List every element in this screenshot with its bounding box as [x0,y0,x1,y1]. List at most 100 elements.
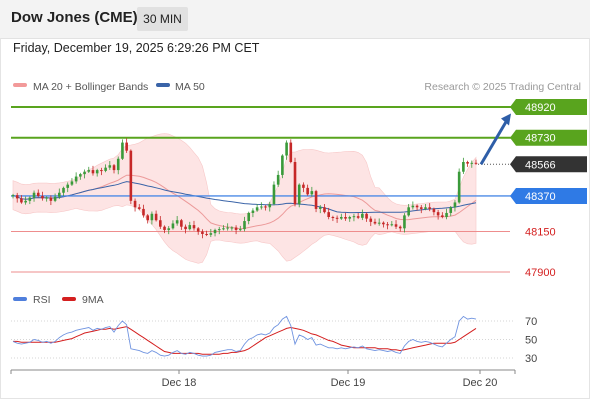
candle-body [369,218,373,222]
candle-body [382,222,385,225]
legend-swatch-rsi [13,297,27,301]
candle-body [213,229,217,234]
candle-body [201,231,204,234]
candle-23 [108,161,112,170]
candle-89 [386,222,389,230]
candle-body [222,228,225,230]
candle-85 [369,216,373,227]
candle-body [462,162,465,172]
candle-95 [411,201,415,210]
candle-body [62,187,65,193]
candle-20 [95,168,99,177]
candle-body [260,206,263,208]
rsi-tick-label: 70 [525,316,537,328]
candle-body [272,184,276,205]
candle-79 [344,212,347,221]
candle-82 [356,212,360,220]
candlesticks [11,138,478,239]
candle-28 [129,149,133,205]
candle-102 [441,212,444,219]
candle-body [209,233,213,235]
candle-body [57,192,61,197]
candle-body [100,170,103,172]
candle-48 [213,228,217,237]
candle-body [348,217,352,219]
candle-body [327,212,330,217]
candle-19 [91,165,95,176]
instrument-title: Dow Jones (CME) [11,9,138,26]
candle-body [314,191,318,209]
candle-body [234,227,238,230]
rsi-9ma-line [13,326,477,355]
candle-body [112,165,116,171]
candle-69 [302,182,305,193]
candle-body [424,207,427,209]
candle-body [188,225,192,230]
rsi-tick-label: 50 [525,335,537,347]
candle-8 [45,196,48,202]
price-levels [11,106,587,273]
candle-54 [238,225,242,232]
candle-33 [150,211,154,225]
candle-body [226,227,229,229]
legend-swatch-ma50 [156,83,170,87]
weak-support-label-48150: 48150 [525,227,556,239]
candle-100 [432,207,436,216]
candle-39 [175,216,179,226]
candle-101 [436,209,440,220]
candle-body [184,226,187,230]
candle-50 [222,225,225,231]
bollinger-band [12,133,477,264]
rsi-panel: 70 50 30 [11,315,537,365]
chart-header: Dow Jones (CME) 30 MIN [0,0,590,39]
legend-label-rsi: RSI [33,294,51,306]
candle-body [470,162,474,164]
candle-58 [255,204,259,212]
candle-body [150,213,154,221]
candle-78 [340,213,343,220]
candle-43 [192,220,196,231]
candle-17 [83,169,86,179]
candle-body [264,206,267,208]
candle-98 [424,204,427,211]
candle-91 [394,220,398,229]
candle-18 [87,166,91,173]
candle-body [53,196,57,201]
candle-93 [403,213,406,233]
candle-32 [146,214,149,224]
candle-70 [306,184,309,196]
candle-body [285,142,288,156]
candle-body [137,207,141,209]
candle-body [474,162,478,164]
candle-27 [125,138,128,153]
candle-11 [57,188,61,200]
candle-body [205,233,208,235]
candle-41 [184,224,187,234]
legend-swatch-9ma [62,297,76,301]
candle-74 [323,204,326,214]
candle-body [11,195,15,197]
candle-52 [230,226,234,231]
candle-107 [462,157,465,174]
candle-body [95,170,99,174]
candle-60 [264,205,267,211]
candle-77 [335,215,339,223]
candle-99 [428,203,432,212]
candle-body [154,213,158,221]
candle-body [276,174,280,185]
legend-label-bollinger: MA 20 + Bollinger Bands [33,81,148,93]
candle-80 [348,215,352,222]
candle-5 [32,190,36,202]
candle-45 [201,229,204,239]
candle-body [310,191,314,195]
resistance-tag-48920 [510,99,587,115]
timeframe-button[interactable]: 30 MIN [137,7,188,31]
candle-body [352,216,356,218]
candle-13 [66,182,70,193]
rsi-line [12,315,477,357]
candle-9 [49,195,53,206]
candle-body [318,207,322,209]
candle-body [28,197,32,201]
candle-3 [24,196,27,205]
